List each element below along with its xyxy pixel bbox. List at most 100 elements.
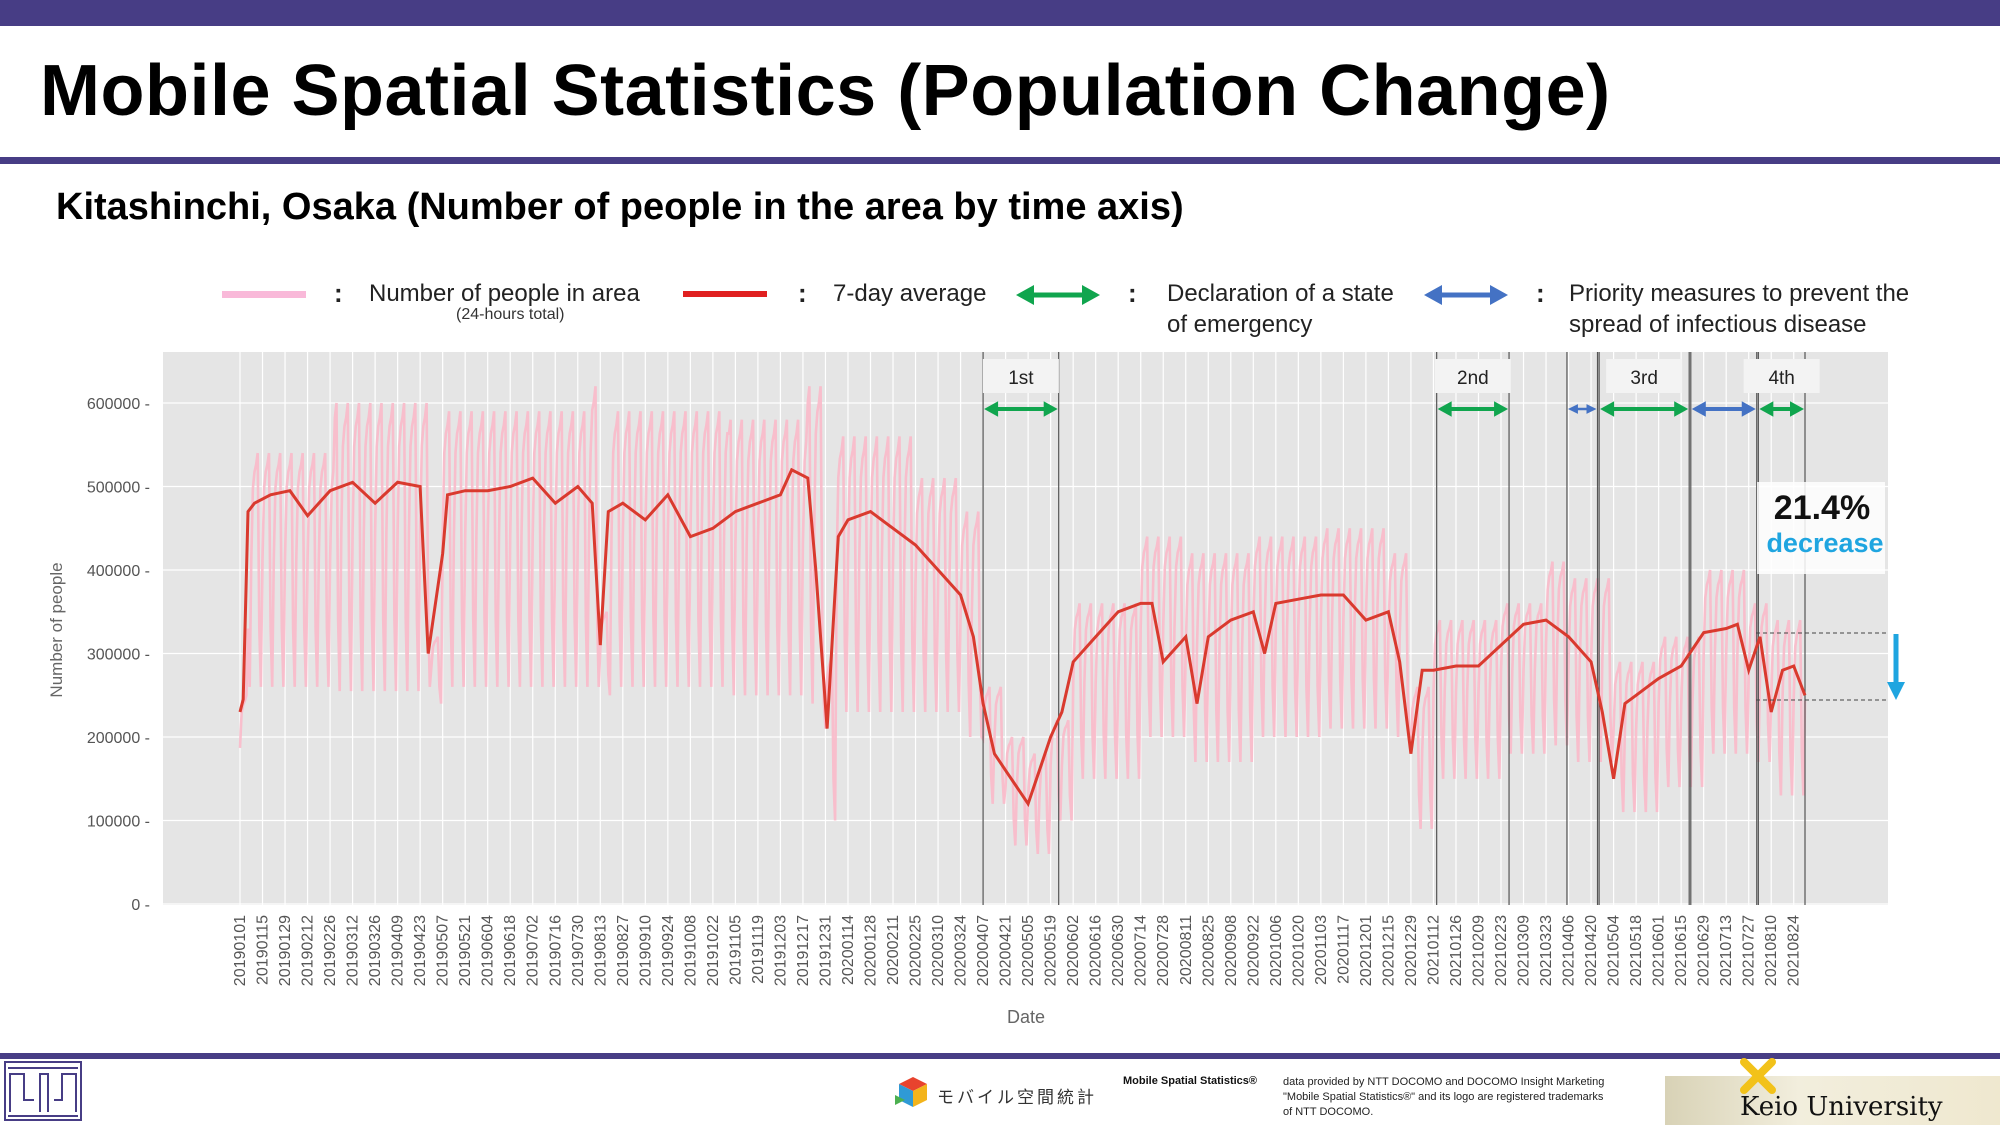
annotation-box bbox=[1757, 482, 1885, 574]
x-tick-label: 20200616 bbox=[1088, 915, 1105, 986]
period-label-box bbox=[1606, 359, 1683, 393]
legend-colon: : bbox=[1128, 278, 1137, 308]
x-tick-label: 20200630 bbox=[1110, 915, 1127, 986]
x-tick-label: 20210629 bbox=[1696, 915, 1713, 986]
x-tick-label: 20200211 bbox=[885, 915, 902, 985]
x-tick-label: 20190716 bbox=[547, 915, 564, 986]
legend-colon: : bbox=[798, 278, 807, 308]
x-tick-label: 20191217 bbox=[795, 915, 812, 986]
x-tick-label: 20190212 bbox=[300, 915, 317, 986]
x-tick-label: 20210309 bbox=[1516, 915, 1533, 986]
x-tick-labels: 20190101 20190115 20190129 20190212 20190226… bbox=[232, 915, 1803, 986]
priority-period-arrow bbox=[1567, 404, 1597, 414]
annotation-text: decrease bbox=[1766, 528, 1883, 558]
x-tick-label: 20210420 bbox=[1583, 915, 1600, 986]
emergency-period-arrow bbox=[1437, 401, 1509, 417]
x-tick-label: 20201215 bbox=[1380, 915, 1397, 986]
priority-period-arrow bbox=[1691, 401, 1756, 417]
legend-daily-sublabel: (24-hours total) bbox=[456, 306, 565, 323]
cube-logo-icon bbox=[895, 1077, 927, 1107]
down-arrow-icon bbox=[1887, 634, 1905, 700]
x-tick-label: 20200811 bbox=[1178, 915, 1195, 985]
x-tick-label: 20200407 bbox=[975, 915, 992, 986]
bottom-accent-bar bbox=[0, 1053, 2000, 1059]
x-tick-label: 20210504 bbox=[1606, 915, 1623, 986]
period-label: 3rd bbox=[1630, 368, 1657, 389]
period-label-box bbox=[982, 359, 1059, 393]
legend-daily-label: Number of people in area bbox=[369, 280, 640, 307]
emergency-period-arrow bbox=[1759, 401, 1804, 417]
period-label: 2nd bbox=[1457, 368, 1489, 389]
legend-priority-arrow bbox=[1424, 285, 1508, 305]
period-emergency: 4th bbox=[1743, 352, 1820, 905]
x-tick-label: 20210223 bbox=[1493, 915, 1510, 986]
institution-logo-icon bbox=[4, 1061, 82, 1121]
legend-colon: : bbox=[334, 278, 343, 308]
population-chart: 1st 2nd 3rd 4th 0 - 100000 - 200000 - 300000 -… bbox=[47, 352, 1905, 1027]
x-tick-label: 20190827 bbox=[615, 915, 632, 986]
x-tick-label: 20210518 bbox=[1628, 915, 1645, 986]
x-tick-label: 20210601 bbox=[1651, 915, 1668, 986]
period-emergency: 3rd bbox=[1598, 352, 1690, 905]
y-tick-label: 300000 - bbox=[87, 647, 150, 664]
x-tick-label: 20210323 bbox=[1538, 915, 1555, 986]
y-tick-label: 600000 - bbox=[87, 396, 150, 413]
x-tick-label: 20191119 bbox=[750, 915, 767, 984]
legend-swatch-average bbox=[683, 291, 767, 297]
logo-text: モバイル空間統計 bbox=[937, 1088, 1097, 1108]
daily-count-series bbox=[238, 386, 1807, 854]
daily-count-line bbox=[238, 386, 1807, 854]
x-tick-label: 20200922 bbox=[1245, 915, 1262, 986]
x-tick-label: 20210406 bbox=[1561, 915, 1578, 986]
university-name: Keio University bbox=[1740, 1092, 1943, 1122]
x-tick-label: 20200225 bbox=[908, 915, 925, 986]
annotation-value: 21.4% bbox=[1774, 489, 1870, 527]
y-tick-labels: 0 - 100000 - 200000 - 300000 - 400000 - 50000… bbox=[87, 396, 150, 914]
footer-brand: Mobile Spatial Statistics® bbox=[1123, 1075, 1258, 1087]
y-axis-label: Number of people bbox=[47, 562, 66, 697]
x-tick-label: 20191008 bbox=[682, 915, 699, 986]
period-label: 4th bbox=[1768, 368, 1794, 389]
x-tick-label: 20200825 bbox=[1200, 915, 1217, 986]
x-tick-label: 20191231 bbox=[817, 915, 834, 986]
x-tick-label: 20200602 bbox=[1065, 915, 1082, 986]
x-tick-label: 20190521 bbox=[457, 915, 474, 986]
x-tick-label: 20190507 bbox=[435, 915, 452, 986]
x-tick-label: 20210209 bbox=[1470, 915, 1487, 986]
emergency-period-arrow bbox=[1600, 401, 1689, 417]
x-tick-label: 20190115 bbox=[255, 915, 272, 985]
x-tick-label: 20190409 bbox=[390, 915, 407, 986]
x-tick-label: 20190312 bbox=[345, 915, 362, 986]
x-tick-label: 20200714 bbox=[1133, 915, 1150, 986]
x-tick-label: 20201201 bbox=[1358, 915, 1375, 986]
x-tick-label: 20200310 bbox=[930, 915, 947, 986]
x-tick-label: 20190618 bbox=[502, 915, 519, 986]
x-tick-label: 20190326 bbox=[367, 915, 384, 986]
x-tick-label: 20210713 bbox=[1718, 915, 1735, 986]
pen-emblem-icon bbox=[1740, 1058, 1776, 1094]
period-emergency: 1st bbox=[982, 352, 1060, 905]
x-tick-label: 20191203 bbox=[772, 915, 789, 986]
x-tick-label: 20201006 bbox=[1268, 915, 1285, 986]
x-tick-label: 20210615 bbox=[1673, 915, 1690, 986]
x-tick-label: 20201117 bbox=[1335, 915, 1352, 984]
x-tick-label: 20191105 bbox=[727, 915, 744, 985]
x-tick-label: 20200505 bbox=[1020, 915, 1037, 986]
x-tick-label: 20191022 bbox=[705, 915, 722, 986]
x-tick-label: 20190924 bbox=[660, 915, 677, 986]
period-priority bbox=[1566, 352, 1599, 905]
period-priority bbox=[1690, 352, 1758, 905]
x-tick-label: 20190813 bbox=[592, 915, 609, 986]
period-markers: 1st 2nd 3rd 4th bbox=[982, 352, 1820, 905]
emergency-period-arrow bbox=[984, 401, 1058, 417]
x-tick-label: 20200519 bbox=[1043, 915, 1060, 986]
legend-swatch-daily bbox=[222, 291, 306, 298]
x-tick-label: 20210126 bbox=[1448, 915, 1465, 986]
x-tick-label: 20200908 bbox=[1223, 915, 1240, 986]
x-tick-label: 20210810 bbox=[1763, 915, 1780, 986]
mobile-spatial-statistics-logo: モバイル空間統計 bbox=[893, 1075, 1113, 1109]
x-tick-label: 20190226 bbox=[322, 915, 339, 986]
x-tick-label: 20190423 bbox=[412, 915, 429, 986]
legend-average-label: 7-day average bbox=[833, 280, 987, 307]
x-tick-label: 20200421 bbox=[998, 915, 1015, 986]
